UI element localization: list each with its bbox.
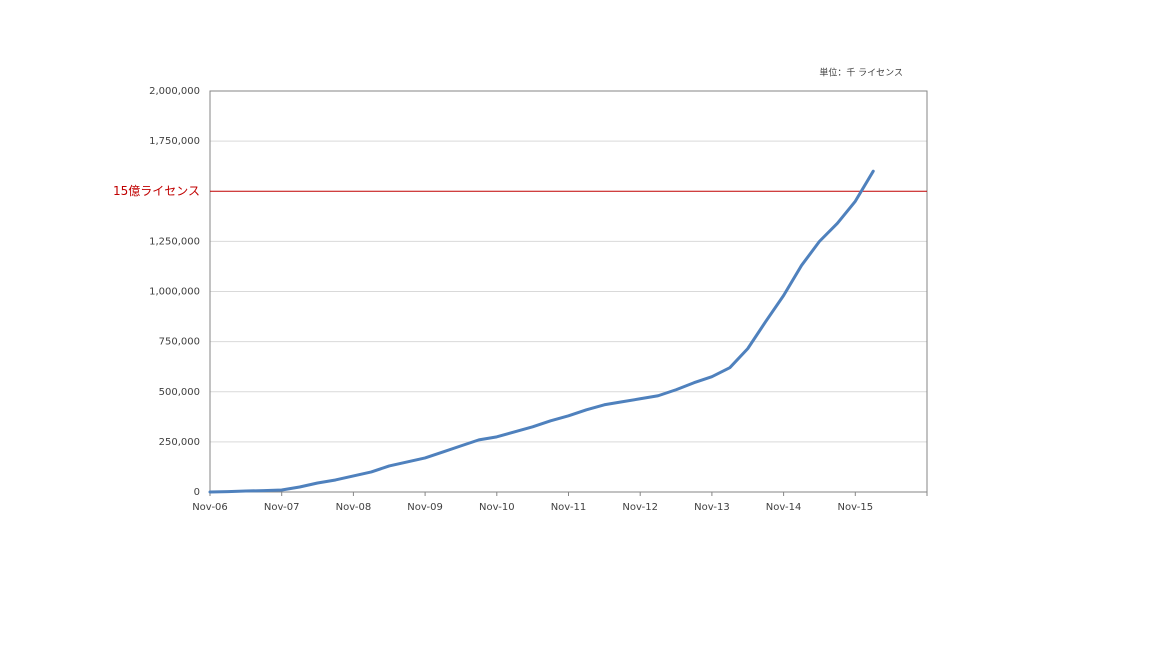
x-tick-label: Nov-15 bbox=[838, 502, 874, 513]
y-tick-label: 1,750,000 bbox=[149, 136, 200, 147]
y-tick-label: 1,250,000 bbox=[149, 236, 200, 247]
data-line bbox=[208, 169, 875, 494]
x-tick-label: Nov-08 bbox=[336, 502, 372, 513]
y-tick-label: 2,000,000 bbox=[149, 86, 200, 97]
x-tick-label: Nov-09 bbox=[407, 502, 443, 513]
x-tick-label: Nov-10 bbox=[479, 502, 515, 513]
x-tick-label: Nov-13 bbox=[694, 502, 730, 513]
x-tick-label: Nov-11 bbox=[551, 502, 587, 513]
x-tick-label: Nov-12 bbox=[622, 502, 658, 513]
x-tick-label: Nov-07 bbox=[264, 502, 300, 513]
y-tick-label: 500,000 bbox=[159, 387, 200, 398]
y-tick-label: 750,000 bbox=[159, 337, 200, 348]
y-tick-label: 1,000,000 bbox=[149, 287, 200, 298]
y-tick-label: 250,000 bbox=[159, 437, 200, 448]
reference-label: 15億ライセンス bbox=[113, 184, 200, 198]
x-tick-label: Nov-06 bbox=[192, 502, 228, 513]
unit-note: 単位：千 ライセンス bbox=[819, 67, 903, 79]
y-tick-label: 0 bbox=[194, 487, 200, 498]
x-tick-label: Nov-14 bbox=[766, 502, 802, 513]
